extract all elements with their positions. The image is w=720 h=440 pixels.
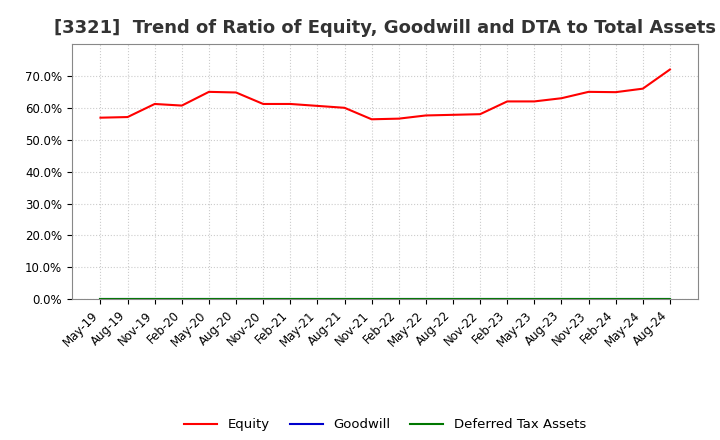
Goodwill <box>611 297 620 302</box>
Goodwill <box>259 297 268 302</box>
Equity <box>449 112 457 117</box>
Equity <box>313 103 322 109</box>
Deferred Tax Assets <box>557 297 566 302</box>
Equity <box>665 67 674 72</box>
Deferred Tax Assets <box>96 297 105 302</box>
Equity <box>557 95 566 101</box>
Goodwill <box>204 297 213 302</box>
Equity <box>150 101 159 106</box>
Deferred Tax Assets <box>259 297 268 302</box>
Deferred Tax Assets <box>476 297 485 302</box>
Deferred Tax Assets <box>150 297 159 302</box>
Equity <box>123 114 132 120</box>
Deferred Tax Assets <box>232 297 240 302</box>
Equity <box>259 101 268 106</box>
Goodwill <box>178 297 186 302</box>
Goodwill <box>421 297 430 302</box>
Goodwill <box>584 297 593 302</box>
Deferred Tax Assets <box>123 297 132 302</box>
Equity <box>178 103 186 108</box>
Deferred Tax Assets <box>286 297 294 302</box>
Equity <box>639 86 647 92</box>
Deferred Tax Assets <box>313 297 322 302</box>
Deferred Tax Assets <box>421 297 430 302</box>
Goodwill <box>232 297 240 302</box>
Legend: Equity, Goodwill, Deferred Tax Assets: Equity, Goodwill, Deferred Tax Assets <box>179 413 591 436</box>
Goodwill <box>476 297 485 302</box>
Deferred Tax Assets <box>665 297 674 302</box>
Goodwill <box>313 297 322 302</box>
Equity <box>503 99 511 104</box>
Deferred Tax Assets <box>584 297 593 302</box>
Deferred Tax Assets <box>204 297 213 302</box>
Deferred Tax Assets <box>503 297 511 302</box>
Goodwill <box>150 297 159 302</box>
Deferred Tax Assets <box>530 297 539 302</box>
Goodwill <box>665 297 674 302</box>
Line: Equity: Equity <box>101 70 670 119</box>
Goodwill <box>286 297 294 302</box>
Goodwill <box>449 297 457 302</box>
Deferred Tax Assets <box>367 297 376 302</box>
Goodwill <box>639 297 647 302</box>
Deferred Tax Assets <box>341 297 349 302</box>
Goodwill <box>341 297 349 302</box>
Equity <box>204 89 213 95</box>
Goodwill <box>367 297 376 302</box>
Goodwill <box>503 297 511 302</box>
Equity <box>421 113 430 118</box>
Goodwill <box>395 297 403 302</box>
Equity <box>584 89 593 95</box>
Equity <box>96 115 105 120</box>
Equity <box>530 99 539 104</box>
Goodwill <box>557 297 566 302</box>
Title: [3321]  Trend of Ratio of Equity, Goodwill and DTA to Total Assets: [3321] Trend of Ratio of Equity, Goodwil… <box>54 19 716 37</box>
Goodwill <box>96 297 105 302</box>
Equity <box>367 117 376 122</box>
Deferred Tax Assets <box>395 297 403 302</box>
Equity <box>476 111 485 117</box>
Equity <box>395 116 403 121</box>
Equity <box>341 105 349 110</box>
Equity <box>611 89 620 95</box>
Goodwill <box>530 297 539 302</box>
Equity <box>286 101 294 106</box>
Equity <box>232 90 240 95</box>
Deferred Tax Assets <box>639 297 647 302</box>
Deferred Tax Assets <box>178 297 186 302</box>
Deferred Tax Assets <box>611 297 620 302</box>
Goodwill <box>123 297 132 302</box>
Deferred Tax Assets <box>449 297 457 302</box>
